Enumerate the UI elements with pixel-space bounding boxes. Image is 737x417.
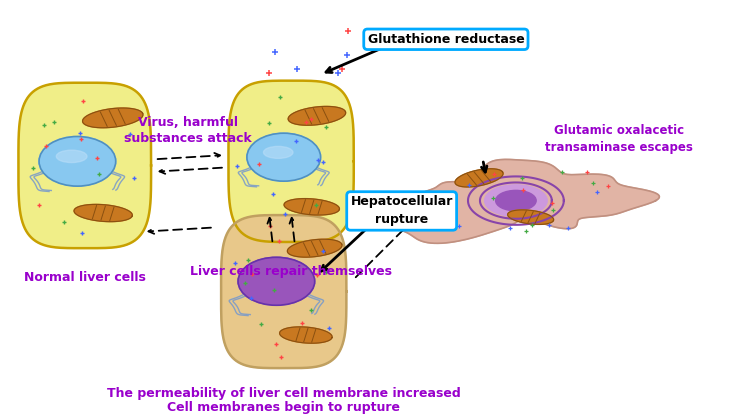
Ellipse shape — [238, 257, 315, 305]
Polygon shape — [221, 215, 346, 368]
Ellipse shape — [56, 150, 87, 163]
Polygon shape — [380, 159, 660, 244]
Polygon shape — [455, 169, 503, 187]
Text: Virus, harmful: Virus, harmful — [138, 116, 238, 128]
Ellipse shape — [39, 136, 116, 186]
Ellipse shape — [495, 191, 536, 211]
Polygon shape — [83, 108, 143, 128]
Polygon shape — [228, 80, 354, 242]
Text: Liver cells repair themselves: Liver cells repair themselves — [190, 265, 392, 278]
Polygon shape — [18, 83, 151, 248]
Text: Hepatocellular
rupture: Hepatocellular rupture — [351, 196, 453, 226]
Text: Cell membranes begin to rupture: Cell membranes begin to rupture — [167, 401, 400, 414]
Polygon shape — [508, 210, 553, 224]
Text: Normal liver cells: Normal liver cells — [24, 271, 146, 284]
Ellipse shape — [484, 185, 547, 216]
Polygon shape — [288, 106, 346, 125]
Polygon shape — [284, 198, 340, 215]
Ellipse shape — [247, 133, 321, 181]
Text: The permeability of liver cell membrane increased: The permeability of liver cell membrane … — [107, 387, 461, 400]
Text: Glutathione reductase: Glutathione reductase — [368, 33, 524, 46]
Text: Glutamic oxalacetic
transaminase escapes: Glutamic oxalacetic transaminase escapes — [545, 123, 693, 153]
Polygon shape — [74, 204, 133, 222]
Polygon shape — [287, 239, 342, 257]
Text: substances attack: substances attack — [124, 132, 252, 145]
Polygon shape — [279, 327, 332, 343]
Ellipse shape — [264, 146, 293, 158]
